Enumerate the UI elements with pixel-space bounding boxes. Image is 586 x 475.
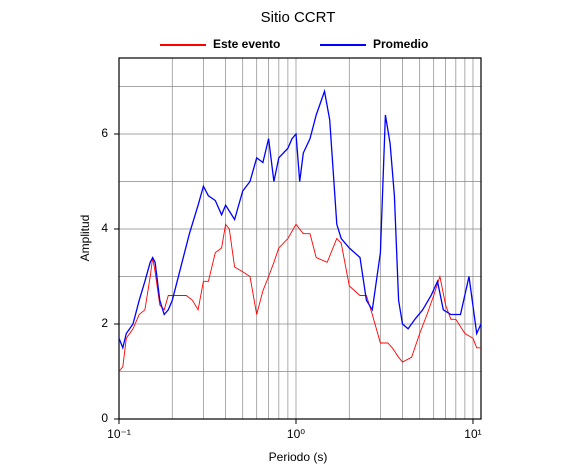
legend-label: Este evento <box>213 37 280 51</box>
line-series <box>118 88 482 350</box>
line-series <box>118 223 481 372</box>
y-tick-label: 4 <box>101 221 108 235</box>
x-tick-label: 10⁻¹ <box>107 427 131 441</box>
chart-title: Sitio CCRT <box>261 9 336 26</box>
y-tick-label: 6 <box>101 126 108 140</box>
y-tick-label: 0 <box>101 411 108 425</box>
y-tick-label: 2 <box>101 316 108 330</box>
y-axis-label: Amplitud <box>78 215 92 262</box>
x-axis-label: Periodo (s) <box>269 450 328 464</box>
plot-frame <box>118 57 482 420</box>
x-tick-label: 10⁰ <box>287 427 305 441</box>
legend-label: Promedio <box>373 37 428 51</box>
x-tick-label: 10¹ <box>464 427 481 441</box>
